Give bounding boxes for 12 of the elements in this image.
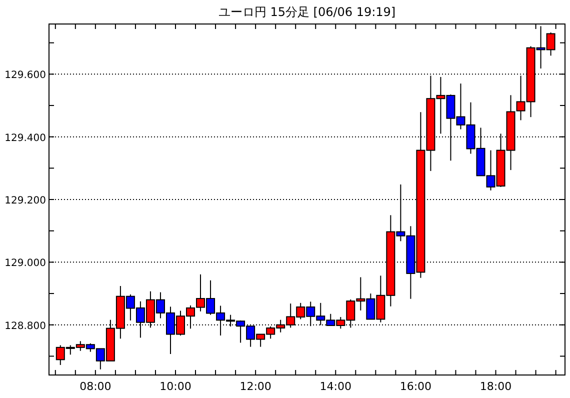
x-tick-label: 10:00 — [160, 380, 192, 393]
x-tick-label: 18:00 — [480, 380, 512, 393]
y-tick-label: 129.600 — [4, 70, 46, 82]
x-tick-label: 16:00 — [400, 380, 432, 393]
x-tick-label: 08:00 — [80, 380, 112, 393]
x-tick-label: 14:00 — [320, 380, 352, 393]
y-tick-label: 128.800 — [4, 320, 46, 332]
y-tick-label: 129.200 — [4, 196, 46, 206]
y-tick-label: 129.400 — [4, 132, 46, 144]
y-tick-label: 129.000 — [4, 258, 46, 270]
chart-title: ユーロ円 15分足 [06/06 19:19] — [217, 5, 397, 19]
x-tick-label: 12:00 — [240, 380, 272, 393]
